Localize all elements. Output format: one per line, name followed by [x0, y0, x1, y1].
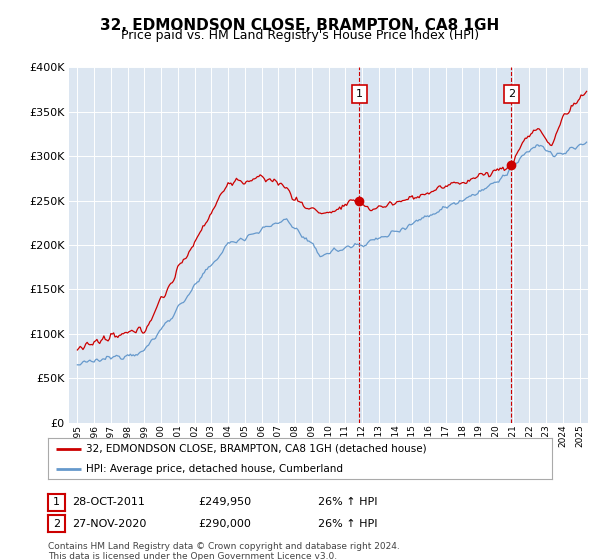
- Text: 2: 2: [53, 519, 60, 529]
- Text: 26% ↑ HPI: 26% ↑ HPI: [318, 497, 377, 507]
- Text: 1: 1: [356, 89, 362, 99]
- Text: Contains HM Land Registry data © Crown copyright and database right 2024.
This d: Contains HM Land Registry data © Crown c…: [48, 542, 400, 560]
- Text: 32, EDMONDSON CLOSE, BRAMPTON, CA8 1GH (detached house): 32, EDMONDSON CLOSE, BRAMPTON, CA8 1GH (…: [86, 444, 427, 454]
- Text: HPI: Average price, detached house, Cumberland: HPI: Average price, detached house, Cumb…: [86, 464, 343, 474]
- Text: 32, EDMONDSON CLOSE, BRAMPTON, CA8 1GH: 32, EDMONDSON CLOSE, BRAMPTON, CA8 1GH: [100, 18, 500, 33]
- Text: 1: 1: [53, 497, 60, 507]
- Text: Price paid vs. HM Land Registry's House Price Index (HPI): Price paid vs. HM Land Registry's House …: [121, 29, 479, 42]
- Text: 2: 2: [508, 89, 515, 99]
- Text: £290,000: £290,000: [198, 519, 251, 529]
- Text: £249,950: £249,950: [198, 497, 251, 507]
- Text: 27-NOV-2020: 27-NOV-2020: [72, 519, 146, 529]
- Bar: [359, 67, 511, 423]
- Text: 28-OCT-2011: 28-OCT-2011: [72, 497, 145, 507]
- Text: 26% ↑ HPI: 26% ↑ HPI: [318, 519, 377, 529]
